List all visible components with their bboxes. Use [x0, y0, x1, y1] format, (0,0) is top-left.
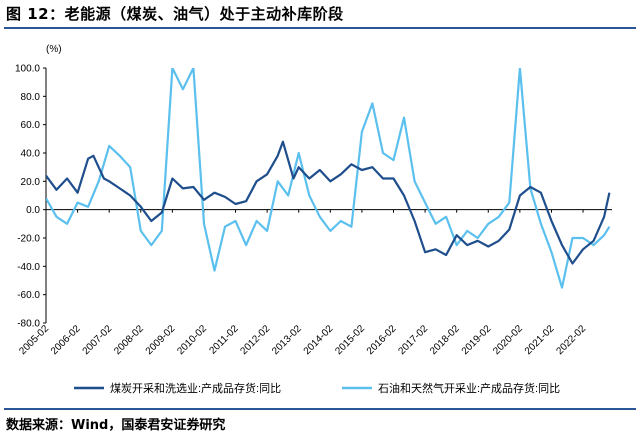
x-tick-label: 2020-02 [491, 323, 525, 357]
x-tick-label: 2019-02 [460, 323, 494, 357]
figure-title: 图 12：老能源（煤炭、油气）处于主动补库阶段 [6, 5, 344, 23]
legend-label-1: 煤炭开采和洗选业:产成品存货:同比 [110, 381, 281, 395]
x-tick-label: 2007-02 [81, 323, 115, 357]
y-tick-label: -80.0 [17, 319, 40, 330]
bottom-rule [4, 408, 636, 410]
y-tick-label: -60.0 [17, 290, 40, 301]
x-tick-label: 2022-02 [554, 323, 588, 357]
x-tick-label: 2013-02 [270, 323, 304, 357]
x-tick-label: 2014-02 [302, 323, 336, 357]
y-unit-label: (%) [46, 44, 62, 55]
y-tick-label: 0.0 [26, 205, 40, 216]
y-tick-label: 40.0 [21, 149, 41, 160]
title-rule [4, 27, 636, 29]
legend: 煤炭开采和洗选业:产成品存货:同比 石油和天然气开采业:产成品存货:同比 [74, 381, 560, 395]
series-line-1 [46, 140, 611, 265]
y-tick-label: -40.0 [17, 262, 40, 273]
x-tick-label: 2008-02 [112, 323, 146, 357]
x-tick-label: 2018-02 [428, 323, 462, 357]
y-tick-label: 20.0 [21, 177, 41, 188]
x-tick-label: 2016-02 [365, 323, 399, 357]
y-axis: (%) 100.0 80.0 60.0 40.0 20.0 0.0 -20.0 -40.0 -60… [15, 44, 62, 330]
x-tick-label: 2021-02 [523, 323, 557, 357]
x-tick-label: 2015-02 [333, 323, 367, 357]
line-chart: (%) 100.0 80.0 60.0 40.0 20.0 0.0 -20.0 -40.0 -60… [15, 44, 612, 395]
x-tick-label: 2011-02 [207, 323, 241, 357]
plot-area [46, 68, 611, 289]
legend-label-2: 石油和天然气开采业:产成品存货:同比 [378, 381, 560, 395]
source-note: 数据来源：Wind，国泰君安证券研究 [6, 418, 226, 433]
x-tick-label: 2006-02 [49, 323, 83, 357]
x-axis: 2005-022006-022007-022008-022009-022010-… [17, 209, 612, 357]
series-line-2 [46, 68, 611, 289]
y-tick-label: 80.0 [21, 92, 41, 103]
y-tick-label: 100.0 [15, 64, 40, 75]
x-tick-label: 2009-02 [144, 323, 178, 357]
y-tick-label: 60.0 [21, 120, 41, 131]
y-tick-label: -20.0 [17, 234, 40, 245]
x-tick-label: 2017-02 [396, 323, 430, 357]
x-tick-label: 2012-02 [239, 323, 273, 357]
x-tick-label: 2010-02 [175, 323, 209, 357]
